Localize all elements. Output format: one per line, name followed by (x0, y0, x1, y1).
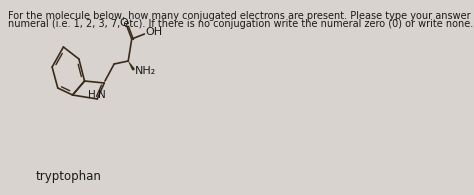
Text: O: O (119, 18, 128, 28)
Text: tryptophan: tryptophan (36, 170, 101, 183)
Text: H: H (88, 90, 96, 100)
Text: OH: OH (146, 27, 163, 37)
Text: For the molecule below, how many conjugated electrons are present. Please type y: For the molecule below, how many conjuga… (9, 11, 474, 21)
Text: NH₂: NH₂ (135, 66, 156, 76)
Text: numeral (i.e. 1, 2, 3, 7, etc). If there is no conjugation write the numeral zer: numeral (i.e. 1, 2, 3, 7, etc). If there… (9, 19, 474, 29)
Text: N: N (98, 90, 106, 100)
